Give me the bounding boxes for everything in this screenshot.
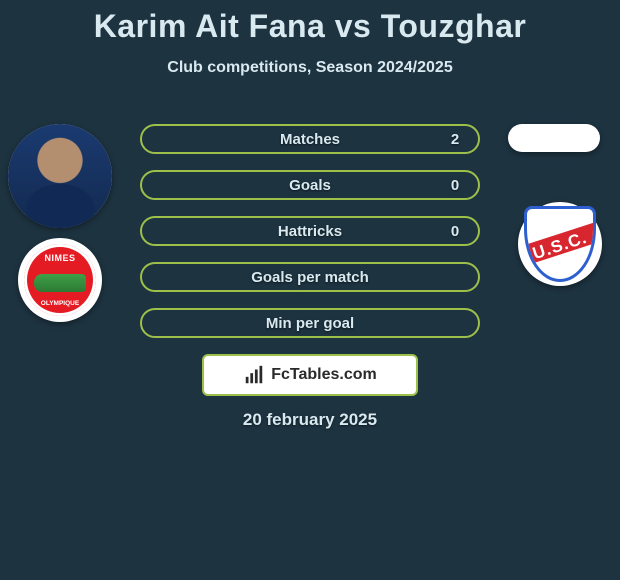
stat-label: Hattricks [174,223,446,240]
stats-table: Matches 2 Goals 0 Hattricks 0 Goals per … [140,124,480,354]
usc-badge-icon: U.S.C. [518,202,602,286]
stat-right-value: 2 [446,131,464,148]
stat-row-goals: Goals 0 [140,170,480,200]
left-player-column [8,124,112,322]
stat-row-min-per-goal: Min per goal [140,308,480,338]
brand-logo: FcTables.com [202,354,418,396]
stat-label: Matches [174,131,446,148]
stat-row-goals-per-match: Goals per match [140,262,480,292]
stat-label: Goals per match [174,269,446,286]
stat-right-value: 0 [446,223,464,240]
bar-chart-icon [243,364,265,386]
stat-label: Goals [174,177,446,194]
player-silhouette-icon [8,124,112,228]
stat-label: Min per goal [174,315,446,332]
left-club-badge [18,238,102,322]
stat-right-value: 0 [446,177,464,194]
right-player-column: U.S.C. [508,124,612,286]
page-title: Karim Ait Fana vs Touzghar [0,0,620,45]
stat-row-matches: Matches 2 [140,124,480,154]
subtitle: Club competitions, Season 2024/2025 [0,59,620,77]
left-player-photo [8,124,112,228]
brand-text: FcTables.com [271,366,377,384]
nimes-badge-icon [24,244,96,316]
right-player-photo [508,124,600,152]
stat-row-hattricks: Hattricks 0 [140,216,480,246]
date: 20 february 2025 [0,410,620,430]
right-club-badge: U.S.C. [518,202,602,286]
